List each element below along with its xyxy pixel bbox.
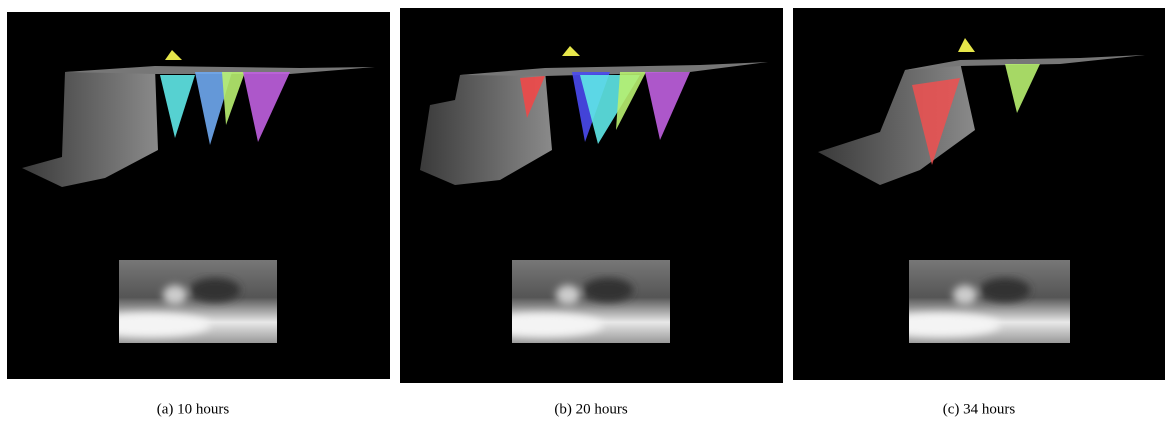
page: (a) 10 hours (b) 20 hours <box>0 0 1172 421</box>
caption: (c) 34 hours <box>943 401 1016 417</box>
panel-b: (b) 20 hours <box>400 8 783 417</box>
caption: (a) 10 hours <box>157 401 230 417</box>
caption: (b) 20 hours <box>554 401 627 417</box>
panel-a: (a) 10 hours <box>7 12 390 417</box>
figure: (a) 10 hours (b) 20 hours <box>0 0 1172 421</box>
panel-c: (c) 34 hours <box>793 8 1165 417</box>
